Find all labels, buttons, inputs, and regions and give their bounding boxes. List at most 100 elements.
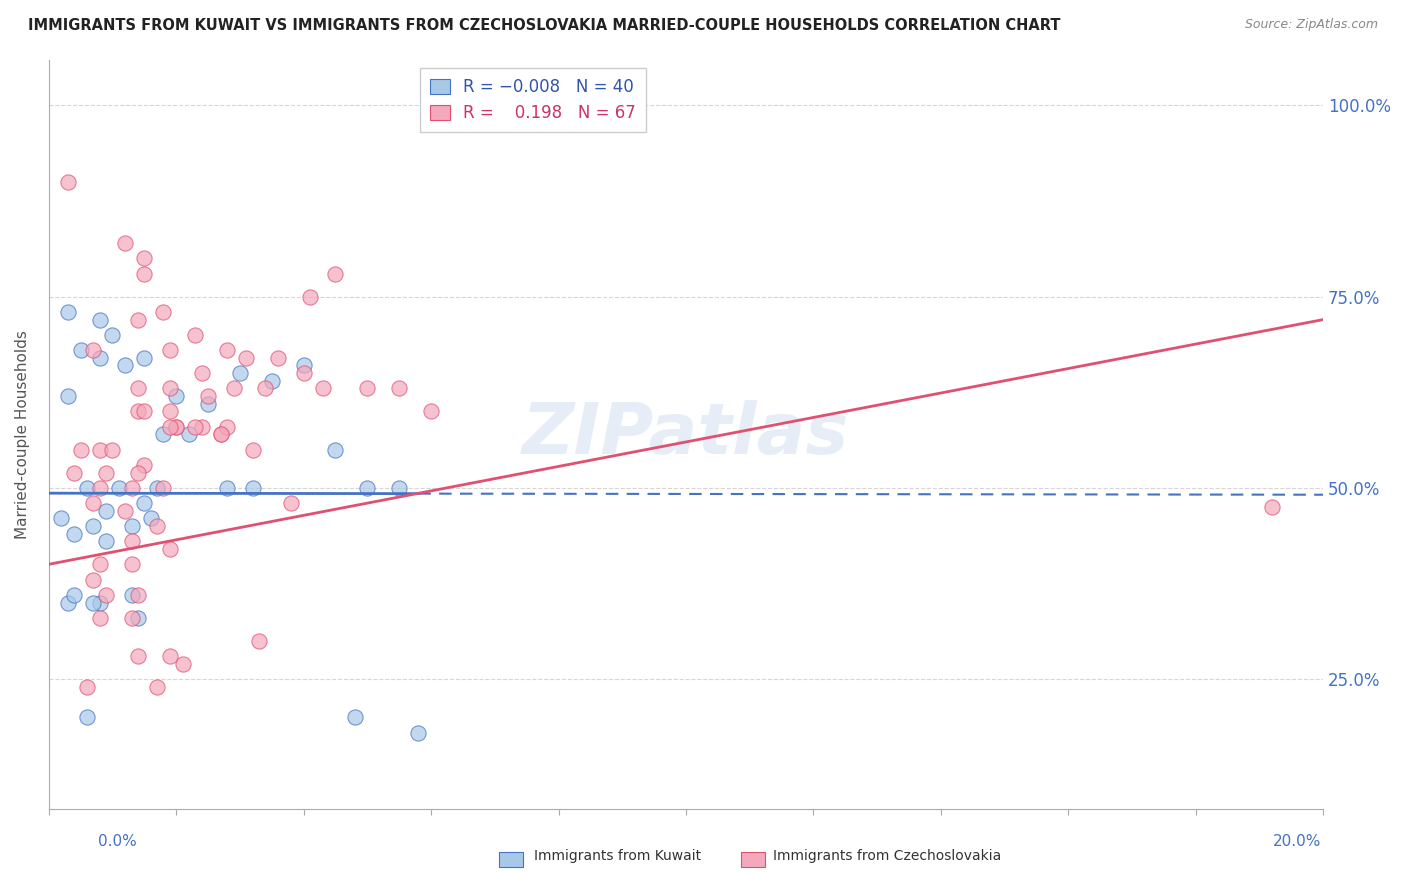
Point xyxy=(146,519,169,533)
Point xyxy=(114,504,136,518)
Point xyxy=(408,725,430,739)
Point xyxy=(356,481,378,495)
Point xyxy=(159,419,181,434)
Point xyxy=(127,648,149,663)
Point xyxy=(134,252,156,266)
Point xyxy=(146,680,169,694)
Point xyxy=(325,267,347,281)
Point xyxy=(69,343,91,358)
Point xyxy=(89,611,111,625)
Point xyxy=(134,458,156,472)
Point xyxy=(63,466,86,480)
Point xyxy=(260,374,283,388)
Point xyxy=(184,327,207,342)
Point xyxy=(217,481,239,495)
Point xyxy=(56,389,79,403)
Point xyxy=(121,611,143,625)
Point xyxy=(56,305,79,319)
Point xyxy=(217,343,239,358)
Point xyxy=(82,343,104,358)
Point xyxy=(94,588,117,602)
Point xyxy=(312,381,335,395)
Point xyxy=(146,481,169,495)
Point xyxy=(51,511,73,525)
Point xyxy=(76,481,98,495)
Point xyxy=(63,526,86,541)
Point xyxy=(152,481,174,495)
Point xyxy=(114,236,136,251)
Point xyxy=(121,588,143,602)
Point xyxy=(388,381,411,395)
Point xyxy=(134,404,156,418)
Point xyxy=(159,404,181,418)
Point xyxy=(247,633,270,648)
Text: 20.0%: 20.0% xyxy=(1274,834,1322,849)
Point xyxy=(165,419,187,434)
Point xyxy=(242,481,264,495)
Point xyxy=(172,657,194,671)
Point xyxy=(184,419,207,434)
Point xyxy=(94,534,117,549)
Point xyxy=(134,496,156,510)
Point xyxy=(165,419,187,434)
Point xyxy=(121,558,143,572)
Point xyxy=(209,427,232,442)
Point xyxy=(190,366,212,380)
Point xyxy=(89,595,111,609)
Point xyxy=(159,343,181,358)
Text: Immigrants from Czechoslovakia: Immigrants from Czechoslovakia xyxy=(773,849,1001,863)
Point xyxy=(177,427,200,442)
Point xyxy=(254,381,277,395)
Point xyxy=(229,366,252,380)
Point xyxy=(159,381,181,395)
Point xyxy=(89,481,111,495)
Text: 0.0%: 0.0% xyxy=(98,834,138,849)
Point xyxy=(325,442,347,457)
Point xyxy=(388,481,411,495)
Point xyxy=(127,588,149,602)
Point xyxy=(190,419,212,434)
Point xyxy=(209,427,232,442)
Point xyxy=(159,648,181,663)
Point xyxy=(94,466,117,480)
Point xyxy=(82,573,104,587)
Point xyxy=(127,312,149,326)
Point xyxy=(217,419,239,434)
Point xyxy=(76,680,98,694)
Point xyxy=(159,541,181,556)
Point xyxy=(82,496,104,510)
Y-axis label: Married-couple Households: Married-couple Households xyxy=(15,330,30,539)
Legend: R = −0.008   N = 40, R =    0.198   N = 67: R = −0.008 N = 40, R = 0.198 N = 67 xyxy=(420,68,647,132)
Point xyxy=(343,710,366,724)
Point xyxy=(121,481,143,495)
Point xyxy=(94,504,117,518)
Point xyxy=(127,404,149,418)
Text: Immigrants from Kuwait: Immigrants from Kuwait xyxy=(534,849,702,863)
Point xyxy=(292,359,315,373)
Point xyxy=(89,312,111,326)
Point xyxy=(242,442,264,457)
Point xyxy=(101,327,124,342)
Point xyxy=(82,519,104,533)
Point xyxy=(114,359,136,373)
Point xyxy=(152,427,174,442)
Point xyxy=(222,381,245,395)
Point xyxy=(152,305,174,319)
Point xyxy=(267,351,290,365)
Point xyxy=(69,442,91,457)
Point xyxy=(197,397,219,411)
Point xyxy=(292,366,315,380)
Point xyxy=(165,389,187,403)
Point xyxy=(127,381,149,395)
Point xyxy=(121,519,143,533)
Text: Source: ZipAtlas.com: Source: ZipAtlas.com xyxy=(1244,18,1378,31)
Text: ZIPatlas: ZIPatlas xyxy=(522,400,849,469)
Point xyxy=(108,481,131,495)
Point xyxy=(89,351,111,365)
Point xyxy=(197,389,219,403)
Point xyxy=(127,611,149,625)
Point xyxy=(356,381,378,395)
Point xyxy=(89,558,111,572)
Point xyxy=(89,442,111,457)
Point xyxy=(134,267,156,281)
